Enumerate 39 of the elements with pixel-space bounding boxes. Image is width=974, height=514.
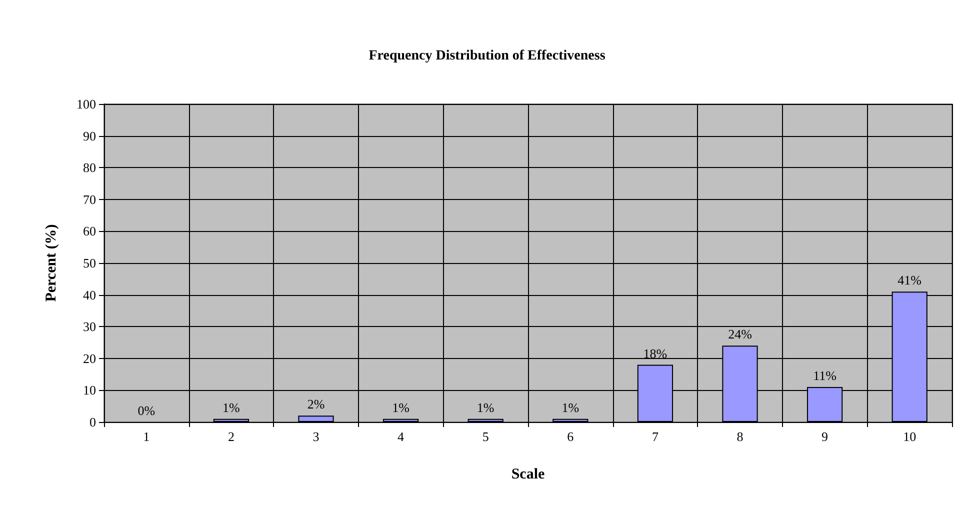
x-tick-label: 2 [228,429,234,444]
x-tick-label: 7 [652,429,659,444]
x-tick-label: 4 [398,429,405,444]
data-label: 1% [562,400,580,415]
data-label: 24% [728,326,752,342]
y-tick-label: 60 [83,224,96,239]
data-label: 18% [643,346,668,361]
x-tick-label: 10 [903,429,916,444]
bar [213,418,250,422]
y-tick-label: 20 [83,350,96,366]
x-tick-label: 5 [482,429,489,444]
y-tick-label: 30 [83,319,96,334]
x-tick-label: 1 [143,429,150,444]
bar [552,418,588,422]
y-tick-label: 100 [76,96,96,112]
data-label: 1% [222,400,240,415]
y-axis-title: Percent (%) [44,224,60,302]
data-label: 1% [476,400,494,415]
x-tick-label: 6 [567,429,574,444]
y-tick-label: 80 [83,160,96,176]
bar [382,418,419,422]
x-axis-title: Scale [511,466,546,482]
bar [468,418,504,422]
x-tick-label: 3 [312,429,320,444]
bar [298,416,334,422]
data-label: 41% [898,272,922,288]
y-tick-label: 0 [90,414,96,430]
y-tick-label: 70 [83,192,96,207]
y-tick-label: 10 [83,382,96,398]
data-label: 0% [138,403,156,418]
data-label: 1% [392,400,410,415]
chart-title: Frequency Distribution of Effectiveness [368,48,606,64]
data-label: 11% [813,368,837,384]
data-label: 2% [307,396,325,412]
x-tick-label: 8 [736,429,744,444]
y-tick-label: 90 [83,128,96,144]
x-tick-label: 9 [822,429,828,444]
y-tick-label: 40 [83,287,96,302]
y-tick-label: 50 [83,256,96,270]
